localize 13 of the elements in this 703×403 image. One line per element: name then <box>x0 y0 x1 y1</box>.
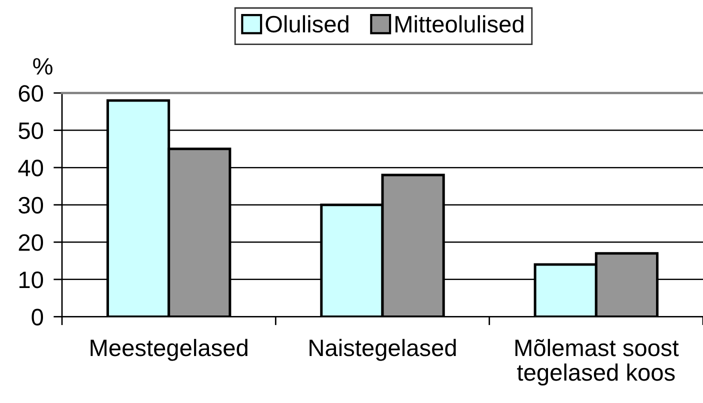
y-tick-label: 20 <box>18 234 44 251</box>
legend-label: Olulised <box>266 15 348 33</box>
x-tick-label: Mõlemast soost tegelased koos <box>515 338 679 386</box>
x-tick-label: Meestegelased <box>90 338 248 361</box>
y-tick-label: 40 <box>18 160 44 176</box>
legend-label: Mitteolulised <box>396 15 524 33</box>
y-axis-title: % <box>33 58 52 75</box>
y-tick-label: 0 <box>32 308 44 326</box>
y-tick-label: 30 <box>18 196 44 214</box>
y-tick-label: 60 <box>18 85 44 102</box>
x-tick-label: Naistegelased <box>310 338 456 361</box>
y-tick-label: 50 <box>18 122 44 140</box>
y-tick-label: 10 <box>19 271 44 288</box>
